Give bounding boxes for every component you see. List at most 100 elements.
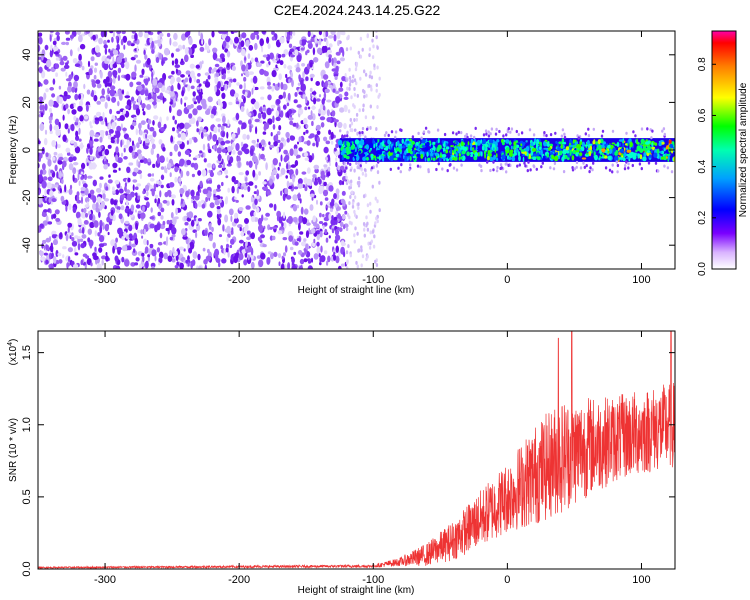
noise-cell — [282, 237, 288, 241]
y-axis-label-top: Frequency (Hz) — [8, 116, 19, 185]
noise-cell — [48, 197, 52, 203]
noise-cell — [110, 239, 116, 247]
noise-cell — [125, 105, 130, 110]
signal-halo-cell — [663, 164, 666, 168]
noise-cell — [369, 104, 372, 109]
signal-cell — [517, 151, 521, 157]
noise-cell — [285, 131, 290, 139]
noise-cell — [216, 147, 222, 154]
noise-cell — [93, 255, 98, 261]
noise-cell — [215, 58, 220, 62]
noise-cell — [288, 169, 294, 176]
noise-cell — [72, 206, 77, 213]
noise-cell — [206, 163, 212, 168]
noise-cell — [89, 129, 95, 138]
noise-cell — [184, 161, 187, 166]
noise-cell — [125, 61, 130, 70]
noise-cell — [287, 92, 291, 101]
noise-cell — [78, 127, 81, 135]
noise-cell — [282, 83, 288, 91]
noise-cell — [316, 241, 320, 247]
signal-halo-cell — [663, 132, 666, 136]
noise-cell — [300, 47, 305, 51]
noise-cell — [124, 95, 131, 99]
noise-cell — [236, 186, 240, 194]
noise-cell — [185, 70, 191, 75]
noise-cell — [328, 57, 332, 63]
signal-cell — [626, 153, 630, 157]
x-axis-label-top: Height of straight line (km) — [298, 285, 415, 296]
noise-cell — [254, 57, 259, 62]
signal-cell — [618, 157, 623, 160]
noise-cell — [226, 243, 229, 249]
noise-cell — [109, 61, 114, 69]
noise-cell — [239, 84, 243, 89]
noise-cell — [98, 211, 101, 218]
noise-cell — [158, 139, 163, 145]
signal-halo-cell — [627, 162, 630, 166]
noise-cell — [319, 256, 322, 264]
noise-cell — [189, 70, 195, 79]
signal-halo-cell — [365, 127, 369, 131]
noise-cell — [236, 82, 240, 86]
noise-cell — [154, 87, 160, 94]
noise-cell — [335, 96, 341, 104]
noise-cell — [180, 132, 186, 141]
noise-cell — [192, 251, 198, 259]
noise-cell — [289, 148, 294, 156]
noise-cell — [225, 140, 231, 144]
noise-cell — [240, 48, 246, 57]
noise-cell — [159, 190, 162, 198]
noise-cell — [331, 228, 335, 234]
noise-cell — [166, 189, 172, 196]
noise-cell — [348, 124, 352, 128]
noise-cell — [85, 104, 89, 112]
signal-cell — [503, 139, 506, 143]
noise-cell — [261, 45, 264, 53]
noise-cell — [190, 54, 195, 58]
signal-cell — [360, 138, 363, 144]
noise-cell — [109, 89, 116, 97]
noise-cell — [349, 46, 352, 51]
signal-cell — [618, 139, 624, 142]
noise-cell — [323, 92, 327, 99]
noise-cell — [203, 152, 206, 158]
noise-cell — [372, 229, 375, 234]
y-tick-label: 0.0 — [21, 561, 33, 576]
noise-cell — [133, 154, 138, 159]
signal-cell — [618, 142, 621, 147]
signal-halo-cell — [588, 170, 591, 174]
noise-cell — [104, 148, 110, 156]
noise-cell — [282, 193, 286, 202]
noise-cell — [111, 122, 116, 130]
signal-cell — [659, 140, 662, 146]
noise-cell — [286, 137, 290, 143]
noise-cell — [131, 140, 135, 146]
signal-halo-cell — [575, 165, 578, 169]
noise-cell — [284, 154, 290, 162]
noise-cell — [41, 169, 47, 175]
noise-cell — [245, 241, 248, 247]
noise-cell — [99, 225, 103, 234]
signal-cell — [487, 149, 491, 156]
noise-cell — [306, 167, 311, 174]
noise-cell — [303, 258, 308, 263]
signal-cell — [530, 142, 535, 147]
noise-cell — [147, 118, 152, 125]
noise-cell — [290, 54, 296, 58]
noise-cell — [173, 98, 176, 104]
noise-cell — [75, 211, 81, 219]
signal-cell — [480, 139, 483, 144]
noise-cell — [57, 252, 62, 257]
colorbar-tick-label: 0.0 — [697, 262, 708, 276]
noise-cell — [313, 253, 319, 260]
noise-cell — [149, 243, 154, 249]
noise-cell — [215, 188, 221, 192]
noise-cell — [186, 159, 192, 166]
noise-cell — [199, 188, 202, 193]
noise-cell — [309, 204, 314, 211]
signal-cell — [607, 144, 611, 149]
noise-cell — [130, 204, 135, 212]
signal-cell — [665, 146, 669, 149]
noise-cell — [147, 158, 151, 163]
